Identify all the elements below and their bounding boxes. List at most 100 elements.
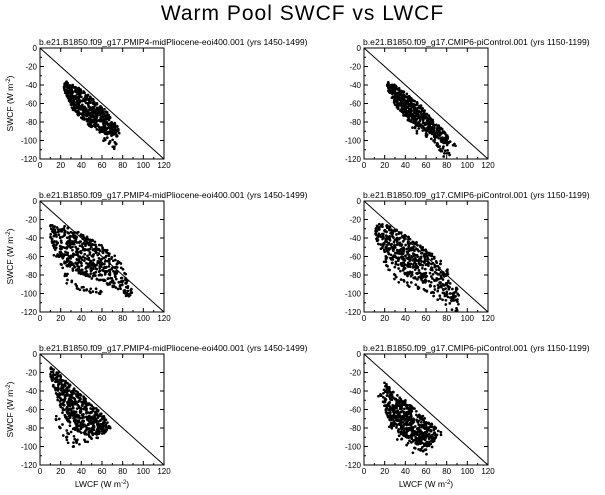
x-axis-label: LWCF (W m-2): [399, 479, 453, 489]
data-point: [73, 265, 77, 269]
data-point: [397, 280, 401, 284]
data-point: [392, 404, 396, 408]
data-point: [79, 411, 82, 415]
x-tick-label: 40: [77, 467, 86, 476]
data-point: [421, 129, 425, 132]
data-point: [445, 292, 449, 296]
data-point: [107, 265, 111, 268]
data-point: [76, 113, 80, 116]
data-point: [103, 273, 107, 276]
data-point: [98, 273, 102, 276]
x-axis-exponent: -2: [445, 480, 451, 486]
x-tick-label: 60: [98, 314, 107, 323]
data-point: [432, 257, 436, 260]
data-point: [115, 262, 119, 266]
data-point: [407, 272, 411, 276]
data-point: [442, 131, 446, 134]
data-point: [113, 127, 117, 130]
x-tick-label: 80: [118, 161, 127, 170]
data-point: [69, 430, 73, 434]
data-point: [443, 149, 447, 153]
data-point: [49, 227, 53, 231]
data-point: [429, 129, 432, 133]
data-point: [438, 294, 442, 298]
data-point: [81, 248, 85, 252]
data-point: [383, 229, 386, 232]
data-point: [52, 225, 55, 229]
data-point: [400, 407, 403, 411]
data-point: [97, 257, 101, 260]
data-point: [452, 299, 456, 302]
data-point: [387, 388, 390, 391]
data-point: [72, 252, 75, 256]
data-point: [108, 140, 112, 143]
data-point: [106, 123, 110, 126]
data-point: [400, 107, 404, 110]
data-point: [383, 389, 387, 393]
x-tick-label: 40: [401, 467, 410, 476]
data-point: [121, 267, 125, 271]
data-point: [410, 117, 414, 121]
data-point: [385, 223, 389, 227]
data-point: [74, 261, 78, 265]
data-point: [65, 388, 69, 392]
data-point: [108, 282, 112, 286]
data-point: [54, 378, 58, 382]
data-point: [101, 130, 104, 134]
data-point: [78, 397, 82, 401]
y-tick-label: -20: [349, 216, 361, 225]
data-point: [423, 255, 426, 259]
data-point: [103, 260, 107, 263]
data-point: [385, 240, 389, 244]
data-point: [56, 228, 60, 231]
data-point: [390, 414, 394, 418]
data-point: [404, 418, 408, 422]
data-point: [419, 274, 423, 277]
data-point: [397, 232, 401, 235]
data-point: [433, 264, 437, 267]
data-point: [388, 394, 391, 397]
data-point: [384, 410, 388, 414]
y-tick-label: 0: [357, 44, 362, 53]
data-point: [82, 109, 85, 112]
data-point: [381, 235, 385, 239]
data-point: [96, 248, 100, 252]
data-point: [389, 253, 393, 257]
data-point: [416, 421, 420, 424]
data-point: [61, 235, 64, 239]
data-point: [92, 102, 95, 106]
data-point: [64, 250, 67, 254]
x-tick-label: 20: [56, 314, 65, 323]
data-point: [390, 425, 394, 429]
data-point: [105, 136, 109, 139]
data-point: [395, 92, 398, 95]
data-point: [69, 230, 73, 234]
x-tick-label: 60: [422, 314, 431, 323]
one-to-one-line: [39, 353, 165, 466]
data-point: [67, 255, 71, 258]
data-point: [409, 424, 413, 427]
data-point: [68, 416, 72, 419]
data-point: [429, 442, 433, 446]
data-point: [410, 120, 413, 124]
data-point: [102, 256, 106, 260]
data-point: [64, 379, 67, 383]
data-point: [86, 422, 90, 426]
data-point: [392, 85, 396, 89]
data-point: [70, 411, 74, 415]
data-point: [67, 411, 71, 414]
data-point: [68, 424, 72, 428]
data-point: [409, 274, 413, 278]
data-point: [383, 381, 386, 385]
y-axis-unit-close: ): [5, 228, 15, 231]
data-point: [402, 410, 406, 414]
data-point: [102, 428, 106, 432]
data-point: [414, 123, 418, 126]
data-point: [113, 123, 117, 127]
data-point: [97, 291, 101, 295]
data-point: [73, 402, 77, 406]
data-point: [104, 131, 108, 135]
data-point: [93, 247, 97, 251]
data-point: [74, 268, 78, 272]
data-point: [77, 255, 80, 258]
